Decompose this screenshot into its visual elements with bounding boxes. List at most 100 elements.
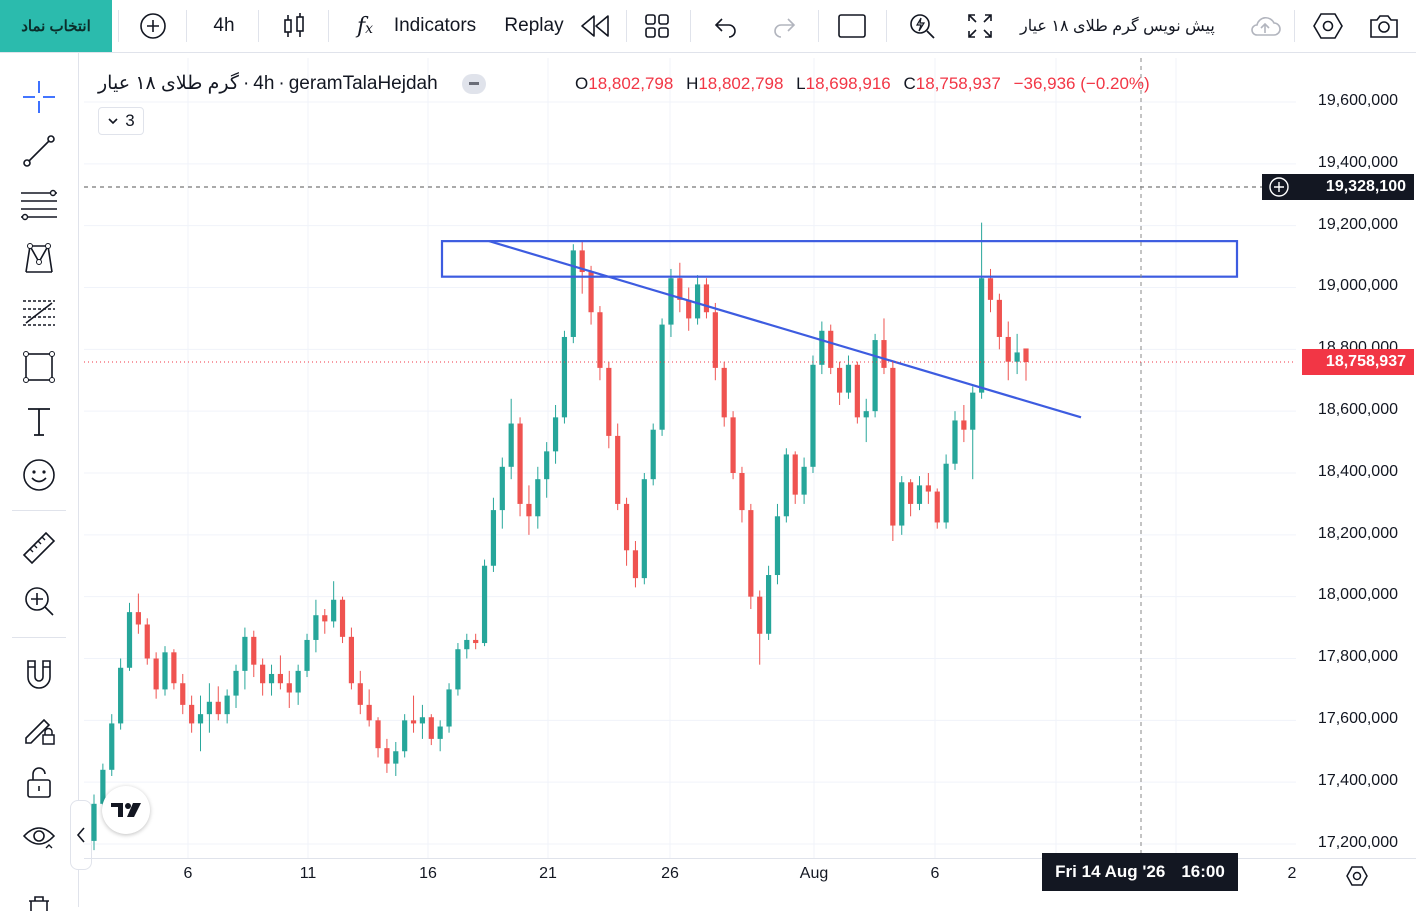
trash-icon[interactable] xyxy=(18,881,60,911)
symbol-search-button[interactable]: انتخاب نماد xyxy=(0,0,112,52)
resistance-rectangle xyxy=(440,240,1239,278)
legend-ticker: geramTalaHejdah xyxy=(288,72,438,94)
quick-search-icon[interactable] xyxy=(904,0,940,52)
ruler-icon[interactable] xyxy=(18,527,60,569)
add-symbol-icon[interactable] xyxy=(134,0,172,52)
time-tick-label: 26 xyxy=(661,865,679,882)
candle-body xyxy=(588,272,594,313)
toolbar-divider xyxy=(118,10,119,42)
candle-body xyxy=(606,367,612,436)
rectangle-icon[interactable] xyxy=(18,346,60,388)
candle-body xyxy=(446,689,452,727)
time-axis[interactable]: 6 11 16 21 26 Aug 6 Fri 14 Aug '26 16:00 2 xyxy=(84,853,1416,908)
candle-body xyxy=(410,720,417,724)
redo-icon[interactable] xyxy=(766,0,802,52)
candle-body xyxy=(517,423,523,504)
candle-body xyxy=(615,435,621,504)
candle-body xyxy=(331,599,337,622)
candle-body xyxy=(872,340,878,412)
maximize-icon[interactable] xyxy=(962,0,998,52)
toolbar-divider xyxy=(12,510,66,511)
candle-body xyxy=(490,510,497,566)
indicators-icon[interactable]: fx xyxy=(356,13,374,39)
candle-body xyxy=(384,748,390,764)
price-tick-label: 19,400,000 xyxy=(1317,153,1398,171)
layout-title[interactable]: پیش نویس گرم طلای ۱۸ عیار xyxy=(1020,18,1215,35)
candle-body xyxy=(650,429,656,480)
magnet-icon[interactable] xyxy=(18,654,60,696)
candle-body xyxy=(623,503,630,551)
price-axis[interactable]: 19,600,000 19,400,000 19,200,000 19,000,000… xyxy=(1294,58,1416,858)
price-tick-label: 18,200,000 xyxy=(1317,524,1398,542)
candle-body xyxy=(268,673,275,684)
crosshair-icon[interactable] xyxy=(18,76,60,118)
settings-icon[interactable] xyxy=(1308,0,1348,52)
candle-body xyxy=(357,683,363,705)
candle-body xyxy=(473,639,479,644)
axis-settings-icon[interactable] xyxy=(1342,861,1372,891)
eye-icon[interactable] xyxy=(18,815,60,857)
lock-icon[interactable] xyxy=(18,762,60,804)
trendline-icon[interactable] xyxy=(18,130,60,172)
tradingview-logo[interactable] xyxy=(102,786,150,834)
candle-body xyxy=(899,482,905,526)
candle-body xyxy=(730,417,736,473)
time-tick-label: Aug xyxy=(799,865,829,882)
interval-button[interactable]: 4h xyxy=(213,15,235,36)
candle-body xyxy=(996,299,1002,337)
toolbar-divider xyxy=(258,10,259,42)
candle-body xyxy=(694,284,701,319)
chevron-left-icon xyxy=(76,827,85,843)
candle-body xyxy=(686,299,692,319)
candle-body xyxy=(765,575,772,634)
candle-body xyxy=(801,466,807,495)
price-tick-label: 18,400,000 xyxy=(1317,462,1398,480)
candle-body xyxy=(783,454,789,517)
emoji-icon[interactable] xyxy=(18,454,60,496)
zoom-in-icon[interactable] xyxy=(18,580,60,622)
candle-body xyxy=(837,367,843,393)
camera-icon[interactable] xyxy=(1364,0,1404,52)
replay-button[interactable]: Replay xyxy=(504,15,564,36)
candle-body xyxy=(322,615,328,622)
candle-body xyxy=(987,278,994,300)
candle-body xyxy=(437,726,443,739)
candle-body xyxy=(428,717,434,739)
candle-body xyxy=(757,596,763,634)
candle-body xyxy=(828,330,834,368)
candle-body xyxy=(419,717,426,724)
price-chart[interactable] xyxy=(84,58,1296,858)
change-value: −36,936 (−0.20%) xyxy=(1013,74,1150,93)
low-value: 18,698,916 xyxy=(805,74,891,93)
forecast-icon[interactable] xyxy=(18,292,60,334)
fib-retracement-icon[interactable] xyxy=(18,184,60,226)
price-tick-label: 17,800,000 xyxy=(1317,648,1398,666)
undo-icon[interactable] xyxy=(708,0,744,52)
candle-body xyxy=(295,670,301,693)
candle-body xyxy=(126,612,133,668)
toolbar-divider xyxy=(328,10,329,42)
fullscreen-box-icon[interactable] xyxy=(834,0,870,52)
candle-body xyxy=(286,683,292,693)
candle-body xyxy=(402,720,408,752)
indicators-collapse-button[interactable]: 3 xyxy=(98,107,144,135)
rewind-icon[interactable] xyxy=(576,0,614,52)
candle-body xyxy=(703,284,710,313)
pattern-icon[interactable] xyxy=(18,238,60,280)
time-tick-label: 6 xyxy=(183,865,193,882)
candle-body xyxy=(854,364,860,418)
text-icon[interactable] xyxy=(18,400,60,442)
candle-body xyxy=(224,695,230,715)
legend-menu-icon[interactable] xyxy=(461,73,486,94)
candle-body xyxy=(109,723,115,770)
indicators-button[interactable]: Indicators xyxy=(393,15,477,36)
layout-grid-icon[interactable] xyxy=(640,0,674,52)
candle-body xyxy=(632,550,639,579)
add-alert-icon[interactable] xyxy=(1262,174,1296,200)
toolbar-divider xyxy=(626,10,627,42)
candle-style-icon[interactable] xyxy=(276,0,312,52)
candle-body xyxy=(535,479,541,517)
lock-drawing-icon[interactable] xyxy=(18,708,60,750)
cloud-save-icon[interactable] xyxy=(1246,0,1284,52)
time-label-extra: 2 xyxy=(1287,865,1297,882)
